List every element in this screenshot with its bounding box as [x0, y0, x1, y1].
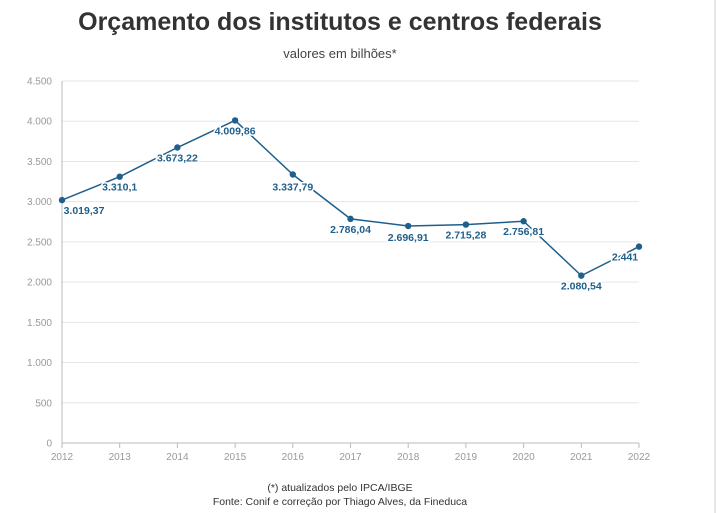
y-tick-label: 3.000: [27, 197, 52, 208]
data-point: [578, 272, 585, 279]
y-tick-label: 3.500: [27, 157, 52, 168]
data-point: [174, 144, 181, 151]
data-point: [347, 215, 354, 223]
data-label: 3.337,79: [272, 181, 313, 193]
data-point: [116, 173, 123, 180]
data-point: [635, 243, 643, 250]
x-tick-label: 2013: [109, 452, 132, 463]
data-point: [462, 221, 470, 228]
y-tick-label: 4.000: [27, 117, 52, 128]
x-tick-label: 2017: [339, 452, 362, 463]
page-edge-divider: [714, 0, 716, 513]
y-tick-label: 1.000: [27, 358, 52, 369]
x-tick-label: 2018: [397, 452, 420, 463]
data-label: 3.673,22: [157, 153, 198, 165]
chart-subtitle: valores em bilhões*: [283, 46, 397, 61]
data-point: [58, 196, 66, 204]
data-point: [520, 218, 527, 225]
y-tick-label: 2.500: [27, 237, 52, 248]
x-tick-label: 2014: [166, 452, 189, 463]
data-label: 3.310,1: [102, 182, 137, 194]
y-tick-label: 2.000: [27, 278, 52, 289]
series-line: [61, 119, 640, 277]
data-label: 4.009,86: [215, 125, 256, 137]
footnote: (*) atualizados pelo IPCA/IBGE: [267, 482, 413, 494]
x-tick-label: 2022: [628, 452, 651, 463]
data-point: [405, 222, 412, 230]
x-tick-label: 2012: [51, 452, 74, 463]
data-label: 2.080,54: [561, 281, 602, 293]
x-tick-label: 2016: [282, 452, 305, 463]
x-tick-label: 2019: [455, 452, 478, 463]
data-point: [231, 117, 239, 124]
y-tick-label: 0: [46, 439, 52, 450]
data-label: 2.756,81: [503, 226, 544, 238]
y-tick-label: 4.500: [27, 77, 52, 88]
data-label: 2.786,04: [330, 224, 371, 236]
data-label: 2.441: [612, 252, 638, 264]
y-tick-label: 1.500: [27, 318, 52, 329]
source-note: Fonte: Conif e correção por Thiago Alves…: [212, 496, 468, 508]
data-label: 2.696,91: [388, 232, 429, 244]
x-tick-label: 2015: [224, 452, 247, 463]
data-label: 2.715,28: [445, 230, 486, 242]
x-tick-label: 2020: [512, 452, 535, 463]
x-tick-label: 2021: [570, 452, 593, 463]
y-tick-label: 500: [35, 398, 52, 409]
chart-title: Orçamento dos institutos e centros feder…: [78, 8, 602, 36]
data-point: [289, 171, 296, 178]
data-label: 3.019,37: [64, 205, 105, 217]
